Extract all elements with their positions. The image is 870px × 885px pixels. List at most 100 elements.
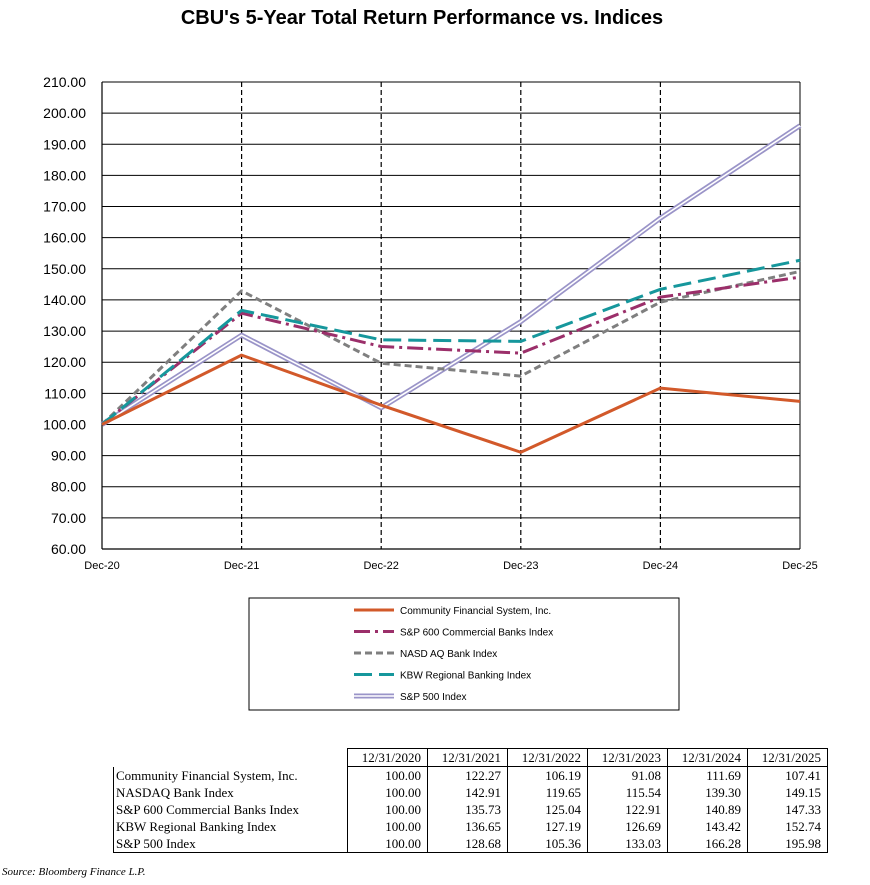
series-line-s-p-600-commercial-banks-index: [101, 275, 801, 426]
table-row-label: KBW Regional Banking Index: [113, 818, 348, 835]
x-tick-label: Dec-23: [503, 560, 538, 572]
y-tick-label: 80.00: [51, 479, 86, 495]
table-header-row: 12/31/2020 12/31/2021 12/31/2022 12/31/2023…: [113, 748, 828, 767]
table-cell: 126.69: [587, 818, 668, 835]
table-row-label: S&P 500 Index: [113, 835, 348, 853]
table-cell: 142.91: [427, 784, 508, 801]
data-point: [240, 334, 242, 336]
legend-label: S&P 500 Index: [400, 692, 467, 703]
data-point: [380, 362, 382, 364]
line-chart: CBU's 5-Year Total Return Performance vs…: [43, 7, 818, 711]
table-cell: 166.28: [667, 835, 748, 853]
legend-box: [248, 597, 680, 711]
table-cell: 152.74: [747, 818, 828, 835]
y-tick-label: 100.00: [43, 416, 86, 432]
data-point: [799, 270, 801, 272]
table-corner-cell: [113, 748, 348, 767]
table-cell: 136.65: [427, 818, 508, 835]
y-tick-label: 120.00: [43, 354, 86, 370]
data-point: [380, 404, 382, 406]
legend-label: Community Financial System, Inc.: [400, 606, 551, 617]
data-point: [520, 320, 522, 322]
table-row: S&P 600 Commercial Banks Index 100.00 135.…: [113, 801, 828, 818]
legend-label: S&P 600 Commercial Banks Index: [400, 628, 553, 639]
table-cell: 128.68: [427, 835, 508, 853]
series-line-nasdaq-bank-index: [100, 269, 801, 426]
series-line-s-p-500-index: [100, 123, 802, 427]
table-row: S&P 500 Index 100.00 128.68 105.36 133.03 166…: [113, 835, 828, 853]
table-cell: 133.03: [587, 835, 668, 853]
y-tick-label: 90.00: [51, 448, 86, 464]
table-row-label: NASDAQ Bank Index: [113, 784, 348, 801]
table-cell: 149.15: [747, 784, 828, 801]
data-point: [520, 340, 522, 342]
y-tick-label: 150.00: [43, 261, 86, 277]
data-point: [659, 387, 661, 389]
table-row-label: Community Financial System, Inc.: [113, 766, 348, 784]
data-point: [799, 259, 801, 261]
data-point: [659, 301, 661, 303]
legend-label: KBW Regional Banking Index: [400, 671, 531, 682]
series-line-community-financial-system-inc: [101, 353, 801, 454]
data-point: [520, 352, 522, 354]
y-tick-label: 70.00: [51, 510, 86, 526]
data-point: [799, 124, 801, 126]
data-point: [799, 276, 801, 278]
table-cell: 106.19: [507, 766, 588, 784]
table-row: KBW Regional Banking Index 100.00 136.65 12…: [113, 818, 828, 835]
x-tick-label: Dec-24: [643, 560, 678, 572]
chart-title: CBU's 5-Year Total Return Performance vs…: [181, 7, 663, 29]
x-tick-label: Dec-21: [224, 560, 259, 572]
table-cell: 115.54: [587, 784, 668, 801]
table-cell: 140.89: [667, 801, 748, 818]
y-tick-label: 170.00: [43, 199, 86, 215]
data-point: [520, 375, 522, 377]
data-point: [380, 339, 382, 341]
table-column-header: 12/31/2024: [667, 748, 748, 767]
table-cell: 122.91: [587, 801, 668, 818]
table-column-header: 12/31/2020: [347, 748, 428, 767]
x-tick-label: Dec-20: [84, 560, 119, 572]
table-cell: 105.36: [507, 835, 588, 853]
table-column-header: 12/31/2023: [587, 748, 668, 767]
y-tick-label: 130.00: [43, 323, 86, 339]
y-tick-label: 110.00: [44, 385, 86, 401]
table-column-header: 12/31/2021: [427, 748, 508, 767]
table-cell: 147.33: [747, 801, 828, 818]
table-column-header: 12/31/2025: [747, 748, 828, 767]
table-cell: 100.00: [347, 766, 428, 784]
table-cell: 111.69: [667, 766, 748, 784]
y-tick-label: 190.00: [43, 136, 86, 152]
x-tick-label: Dec-22: [363, 560, 398, 572]
y-tick-label: 60.00: [51, 541, 86, 557]
data-table: 12/31/2020 12/31/2021 12/31/2022 12/31/2023…: [113, 748, 828, 853]
table-cell: 195.98: [747, 835, 828, 853]
table-cell: 100.00: [347, 818, 428, 835]
legend-label: NASD AQ Bank Index: [400, 649, 497, 660]
data-point: [520, 451, 522, 453]
data-point: [240, 354, 242, 356]
table-cell: 100.00: [347, 784, 428, 801]
table-cell: 143.42: [667, 818, 748, 835]
data-point: [659, 217, 661, 219]
table-cell: 135.73: [427, 801, 508, 818]
data-point: [659, 296, 661, 298]
y-tick-label: 210.00: [43, 74, 86, 90]
data-point: [380, 345, 382, 347]
y-tick-label: 160.00: [43, 230, 86, 246]
data-point: [101, 423, 103, 425]
y-tick-label: 140.00: [43, 292, 86, 308]
table-column-header: 12/31/2022: [507, 748, 588, 767]
series-line-kbw-regional-banking-index: [101, 258, 801, 426]
data-point: [240, 290, 242, 292]
table-cell: 125.04: [507, 801, 588, 818]
table-row: Community Financial System, Inc. 100.00 12…: [113, 766, 828, 784]
y-tick-label: 180.00: [43, 167, 86, 183]
table-cell: 107.41: [747, 766, 828, 784]
table-row: NASDAQ Bank Index 100.00 142.91 119.65 115.5…: [113, 784, 828, 801]
x-tick-label: Dec-25: [782, 560, 817, 572]
source-note: Source: Bloomberg Finance L.P.: [2, 866, 146, 878]
y-tick-label: 200.00: [43, 105, 86, 121]
table-cell: 127.19: [507, 818, 588, 835]
table-cell: 91.08: [587, 766, 668, 784]
